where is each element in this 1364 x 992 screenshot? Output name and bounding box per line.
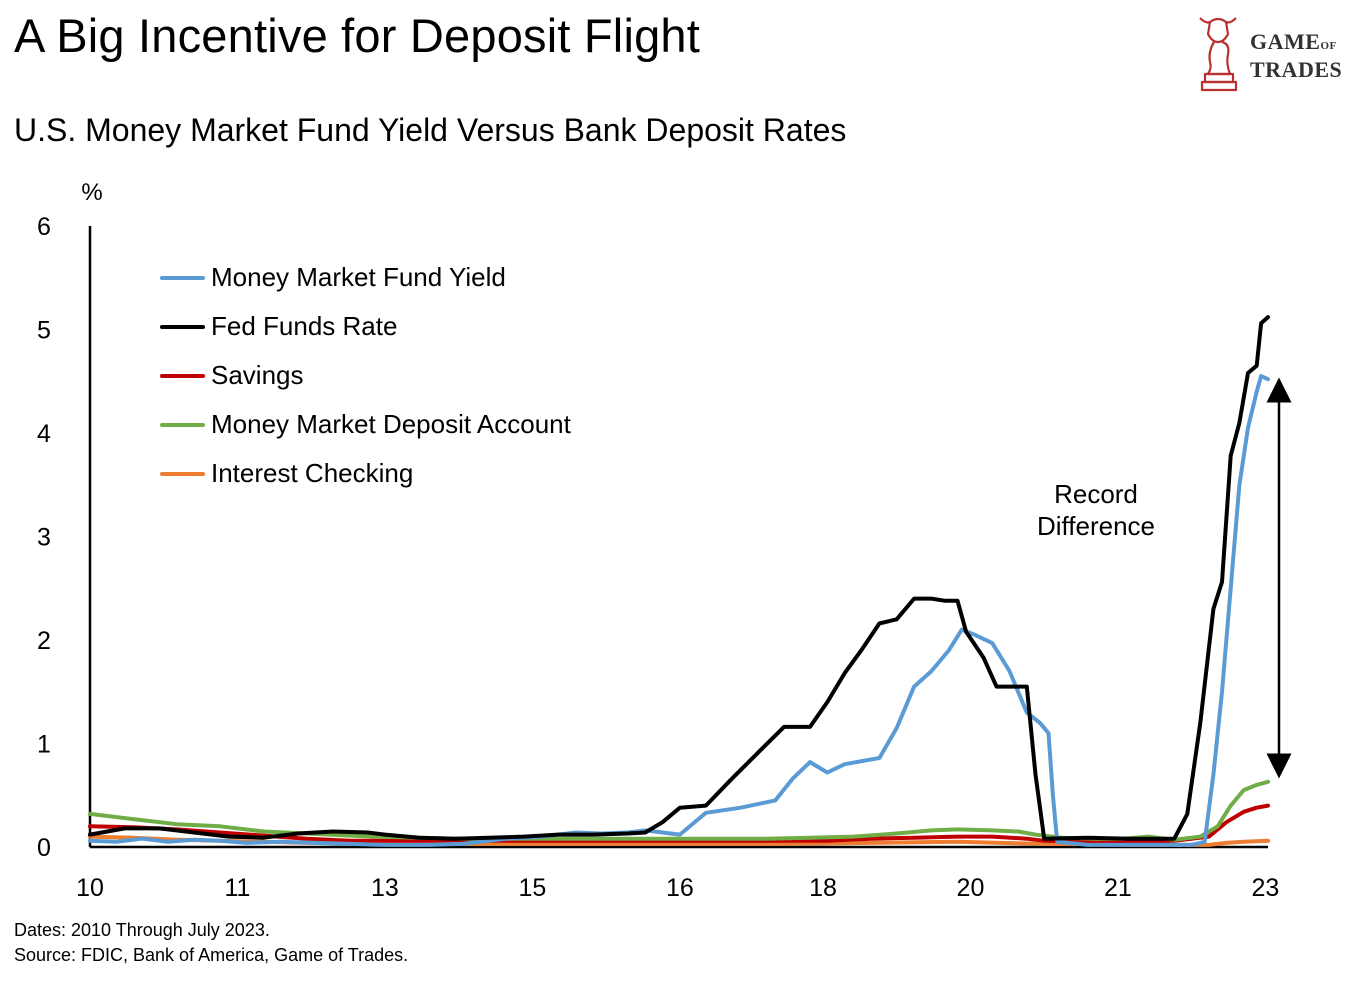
legend-item-fed-funds-rate: Fed Funds Rate <box>160 302 571 351</box>
legend-label: Interest Checking <box>211 458 414 488</box>
series-line-savings <box>88 803 1270 844</box>
legend-label: Money Market Deposit Account <box>211 409 571 439</box>
y-tick-label: 0 <box>37 834 51 862</box>
page-title: A Big Incentive for Deposit Flight <box>14 9 701 62</box>
x-tick-label: 18 <box>809 874 837 900</box>
y-tick-label: 4 <box>37 420 51 448</box>
legend-item-money-market-deposit-account: Money Market Deposit Account <box>160 400 571 449</box>
y-tick-label: 5 <box>37 317 51 345</box>
legend-swatch <box>160 324 205 329</box>
x-tick-label: 15 <box>518 874 546 900</box>
series-line-money-market-deposit-account <box>88 779 1270 842</box>
y-axis-unit-label: % <box>81 179 102 206</box>
source-note: Source: FDIC, Bank of America, Game of T… <box>14 945 409 965</box>
x-tick-label: 13 <box>371 874 399 900</box>
record-difference-annotation: Record Difference <box>1036 479 1156 541</box>
legend-label: Money Market Fund Yield <box>211 262 506 292</box>
bull-knight-icon <box>1199 17 1238 92</box>
legend-label: Savings <box>211 360 304 390</box>
chart-subtitle: U.S. Money Market Fund Yield Versus Bank… <box>14 112 847 148</box>
x-tick-label: 10 <box>76 874 104 900</box>
legend-label: Fed Funds Rate <box>211 311 398 341</box>
x-tick-label: 11 <box>224 874 250 900</box>
x-tick-label: 20 <box>957 874 985 900</box>
y-tick-label: 2 <box>37 627 51 655</box>
y-tick-label: 3 <box>37 524 51 552</box>
legend-swatch <box>160 471 205 476</box>
chart-legend: Money Market Fund Yield Fed Funds Rate S… <box>160 253 571 498</box>
legend-item-interest-checking: Interest Checking <box>160 449 571 498</box>
series-line-money-market-fund-yield <box>88 374 1270 847</box>
y-tick-label: 1 <box>37 731 51 759</box>
legend-swatch <box>160 422 205 427</box>
logo-wordmark: GAMEOF TRADES <box>1250 29 1343 82</box>
legend-item-savings: Savings <box>160 351 571 400</box>
legend-swatch <box>160 275 205 280</box>
chart-footer: Dates: 2010 Through July 2023. Source: F… <box>14 918 408 968</box>
x-tick-label: 21 <box>1104 874 1132 900</box>
legend-item-money-market-fund-yield: Money Market Fund Yield <box>160 253 571 302</box>
x-tick-label: 23 <box>1251 874 1279 900</box>
y-tick-label: 6 <box>37 213 51 241</box>
dates-note: Dates: 2010 Through July 2023. <box>14 920 270 940</box>
series-line-fed-funds-rate <box>88 315 1270 841</box>
brand-logo: GAMEOF TRADES <box>1192 8 1354 98</box>
legend-swatch <box>160 373 205 378</box>
x-tick-label: 16 <box>666 874 694 900</box>
